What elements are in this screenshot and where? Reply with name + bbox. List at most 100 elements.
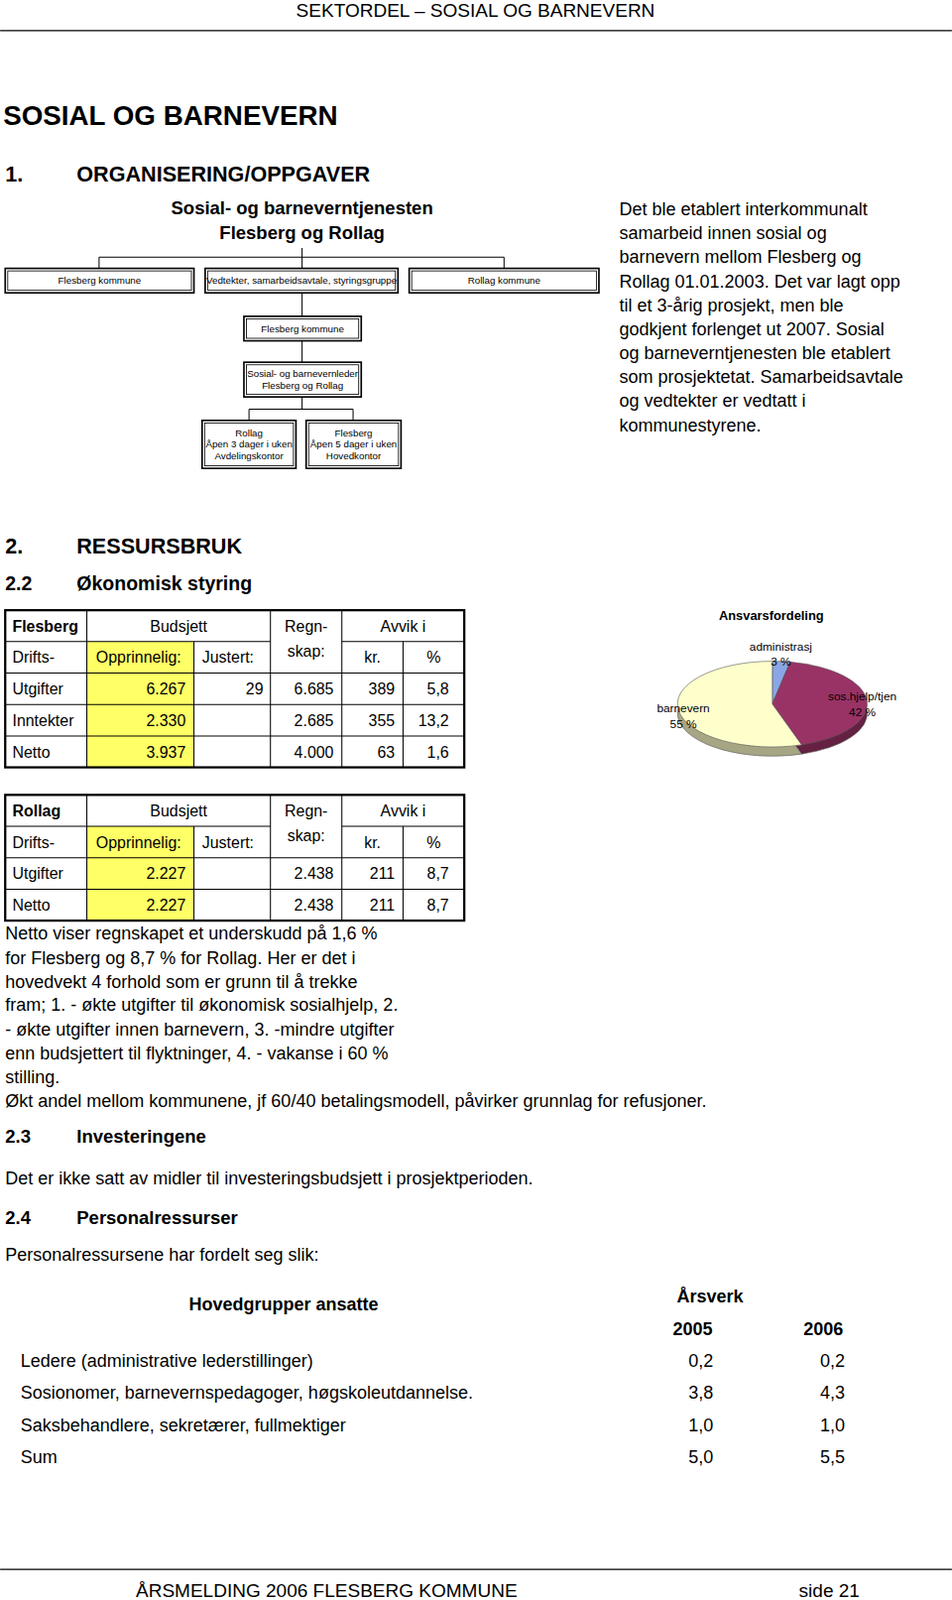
- paragraph-line: Det ble etablert interkommunalt: [619, 199, 868, 220]
- staff-table: Hovedgrupper ansatteÅrsverk20052006Leder…: [20, 1286, 845, 1468]
- row-header: Drifts-: [11, 648, 55, 666]
- data-label: 42 %: [848, 705, 876, 719]
- paragraph-line: Økt andel mellom kommunene, jf 60/40 bet…: [4, 1090, 707, 1111]
- org-box-inner: [246, 364, 359, 395]
- org-title: Sosial- og barneverntjenesten: [170, 197, 433, 219]
- paragraph-line: enn budsjettert til flyktninger, 4. - va…: [4, 1043, 388, 1064]
- table-title: Flesberg: [11, 617, 78, 635]
- connector: [301, 341, 303, 363]
- paragraph-line: fram; 1. - økte utgifter til økonomisk s…: [4, 994, 398, 1015]
- org-label: Rollag: [235, 427, 263, 439]
- table-cell: 29: [245, 680, 264, 698]
- table-rule: [4, 672, 465, 674]
- table-cell: 13,2: [418, 712, 450, 729]
- table-cell: 211: [369, 864, 396, 882]
- section-heading: RESSURSBRUK: [76, 533, 242, 559]
- table-cell: 355: [368, 712, 396, 729]
- table-cell: 211: [369, 896, 396, 914]
- org-label: Sosial- og barnevernleder: [246, 367, 359, 379]
- header-rule: [0, 29, 952, 31]
- org-box: [243, 316, 361, 342]
- table-cell: 1,0: [820, 1415, 845, 1435]
- org-label: Rollag kommune: [468, 274, 541, 286]
- highlight-cells: [87, 826, 195, 921]
- table-rule: [4, 826, 270, 828]
- row-label: Netto: [11, 743, 50, 761]
- table-cell: 2.227: [145, 896, 186, 914]
- table-frame: [4, 609, 465, 767]
- table-rule: [193, 641, 195, 768]
- row-label: Saksbehandlere, sekretærer, fullmektiger: [20, 1415, 347, 1435]
- table-cell: 5,8: [427, 680, 450, 698]
- table-cell: 6.267: [145, 680, 186, 698]
- connector: [301, 247, 303, 257]
- table-rule: [4, 734, 465, 736]
- paragraph-line: og barneverntjenesten ble etablert: [619, 343, 891, 363]
- table-cell: 3.937: [145, 743, 186, 761]
- column-header: skap:: [287, 827, 326, 844]
- paragraph-line: stilling.: [4, 1067, 60, 1087]
- column-header: 2005: [673, 1318, 714, 1339]
- org-label: Avdelingskontor: [214, 450, 284, 462]
- paragraph-line: - økte utgifter innen barnevern, 3. -min…: [4, 1019, 394, 1040]
- org-label: Åpen 5 dager i uken: [310, 438, 397, 450]
- paragraph-line: til et 3-årig prosjekt, men ble: [619, 295, 844, 316]
- org-node: Vedtekter, samarbeidsavtale, styringsgru…: [205, 268, 398, 294]
- budget-table: RollagBudsjettRegn-skap:Avvik iDrifts-Op…: [4, 794, 465, 921]
- org-node: FlesbergÅpen 5 dager i ukenHovedkontor: [306, 420, 402, 469]
- org-box-inner: [411, 270, 596, 291]
- paragraph-line: og vedtekter er vedtatt i: [619, 390, 807, 411]
- budget-table: FlesbergBudsjettRegn-skap:Avvik iDrifts-…: [4, 609, 465, 767]
- slice-label: administrasj: [749, 639, 813, 654]
- org-box: [409, 268, 599, 294]
- table-rule: [269, 794, 271, 921]
- table-title: Rollag: [11, 802, 61, 820]
- row-label: Sosionomer, barnevernspedagoger, høgskol…: [20, 1382, 474, 1403]
- table-cell: 5,5: [820, 1446, 845, 1467]
- running-header: SEKTORDEL – SOSIAL OG BARNEVERN: [296, 0, 656, 21]
- table-cell: 4.000: [294, 743, 335, 761]
- page: SEKTORDEL – SOSIAL OG BARNEVERNÅRSMELDIN…: [0, 0, 952, 1600]
- org-node: RollagÅpen 3 dager i ukenAvdelingskontor: [202, 420, 297, 469]
- org-node: Flesberg kommune: [4, 268, 194, 294]
- org-label: Hovedkontor: [326, 450, 382, 462]
- table-cell: 389: [368, 680, 396, 698]
- connector: [248, 409, 250, 421]
- connector: [248, 408, 354, 410]
- column-header: Justert:: [202, 648, 254, 666]
- row-label: Ledere (administrative lederstillinger): [20, 1350, 314, 1371]
- table-cell: 4,3: [820, 1382, 845, 1403]
- table-cell: 6.685: [294, 680, 335, 698]
- table-rule: [341, 794, 343, 921]
- chart-title: Ansvarsfordeling: [718, 607, 825, 623]
- org-label: Flesberg kommune: [58, 274, 142, 286]
- column-header: skap:: [287, 642, 326, 660]
- paragraph-line: Det er ikke satt av midler til investeri…: [4, 1168, 533, 1189]
- org-box-inner: [7, 270, 192, 291]
- table-cell: 8,7: [427, 896, 450, 914]
- org-box-inner: [308, 422, 399, 466]
- table-cell: 3,8: [688, 1382, 714, 1403]
- table-rule: [86, 609, 88, 767]
- subsection-heading: Økonomisk styring: [76, 572, 252, 595]
- table-rule: [269, 609, 271, 767]
- slice-label: barnevern: [656, 701, 710, 715]
- column-header: 2006: [803, 1318, 843, 1339]
- table-frame: [4, 794, 465, 921]
- table-cell: 2.227: [145, 864, 186, 882]
- column-header: Budsjett: [149, 802, 208, 820]
- paragraph-line: barnevern mellom Flesberg og: [619, 246, 862, 267]
- table-cell: 8,7: [427, 864, 450, 882]
- paragraph-line: kommunestyrene.: [619, 415, 762, 436]
- org-label: Åpen 3 dager i uken: [205, 438, 292, 450]
- connector: [301, 396, 303, 409]
- org-box: [306, 420, 402, 469]
- data-label: 3 %: [770, 654, 792, 669]
- paragraph-line: godkjent forlenget ut 2007. Sosial: [619, 319, 885, 340]
- section-heading: ORGANISERING/OPPGAVER: [76, 161, 370, 187]
- paragraph-line: som prosjektetat. Samarbeidsavtale: [619, 366, 904, 387]
- table-cell: 63: [376, 743, 395, 761]
- row-header: Drifts-: [11, 833, 55, 851]
- subsection-heading: Investeringene: [76, 1125, 207, 1147]
- pie-chart: Ansvarsfordelingadministrasj3 %sos.hjelp…: [656, 607, 897, 756]
